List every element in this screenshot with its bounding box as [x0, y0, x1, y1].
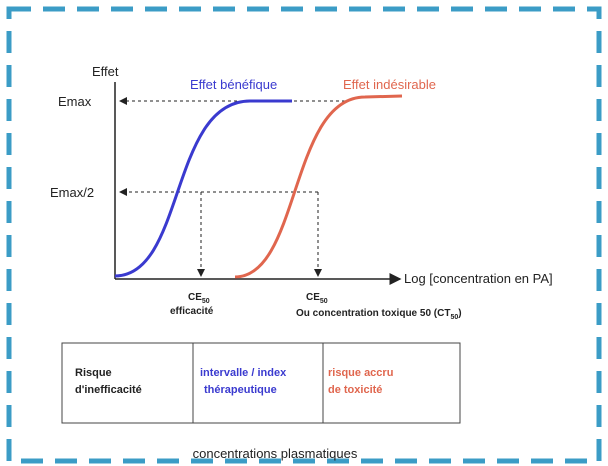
frame	[6, 6, 602, 464]
table	[61, 342, 461, 424]
ct-caption: Ou concentration toxique 50 (CT50)	[296, 308, 462, 321]
cell: de toxicité	[328, 384, 382, 396]
footer: concentrations plasmatiques	[193, 446, 358, 461]
y-label: Effet	[92, 64, 119, 79]
cell: thérapeutique	[204, 384, 277, 396]
ce-caption: efficacité	[170, 306, 214, 317]
adverse-label: Effet indésirable	[343, 77, 436, 92]
x-label: Log [concentration en PA]	[404, 271, 553, 286]
benefit-label: Effet bénéfique	[190, 77, 277, 92]
emax-half: Emax/2	[50, 185, 94, 200]
benefit-curve	[114, 99, 292, 278]
cell: risque accru	[328, 367, 393, 379]
cell: intervalle / index	[200, 367, 287, 379]
ct-label: CE50	[306, 292, 328, 305]
cell: Risque	[75, 367, 112, 379]
ce-label: CE50	[188, 292, 210, 305]
cell: d'inefficacité	[75, 384, 142, 396]
emax: Emax	[58, 94, 92, 109]
adverse-curve	[234, 94, 403, 279]
